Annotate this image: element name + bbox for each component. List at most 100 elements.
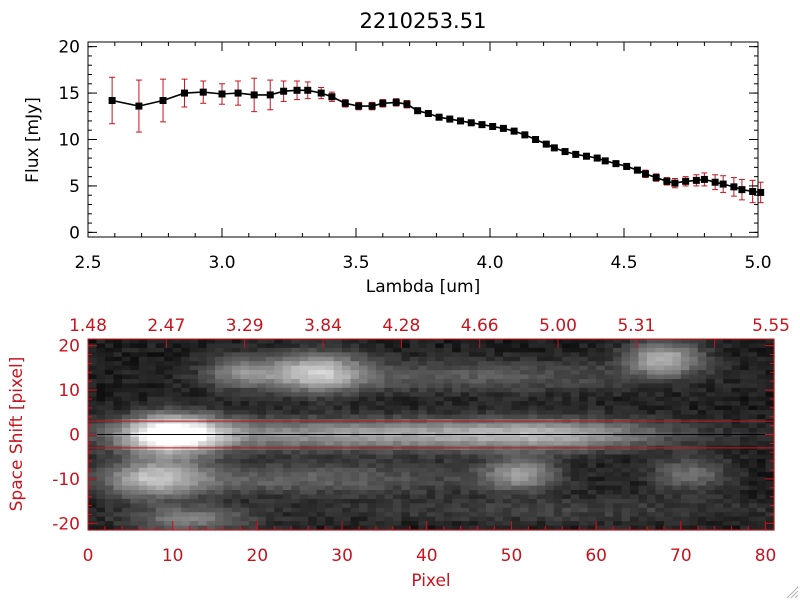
heatmap-cell (206, 463, 216, 469)
heatmap-cell (689, 427, 699, 433)
heatmap-cell (604, 490, 614, 496)
heatmap-cell (384, 405, 394, 411)
heatmap-cell (519, 396, 529, 402)
heatmap-cell (308, 396, 318, 402)
heatmap-cell (181, 410, 191, 416)
heatmap-cell (409, 525, 419, 531)
heatmap-cell (274, 476, 284, 482)
heatmap-cell (646, 472, 657, 478)
heatmap-cell (333, 347, 343, 353)
heatmap-cell (418, 525, 428, 531)
heatmap-cell (121, 476, 131, 482)
heatmap-cell (96, 383, 106, 389)
heatmap-cell (587, 410, 597, 416)
heatmap-cell (528, 405, 538, 411)
heatmap-cell (452, 467, 462, 473)
heatmap-cell (198, 476, 208, 482)
heatmap-cell (502, 423, 513, 429)
heatmap-cell (265, 441, 275, 447)
heatmap-cell (88, 423, 98, 429)
heatmap-cell (401, 516, 411, 522)
heatmap-cell (299, 427, 309, 433)
heatmap-cell (342, 507, 352, 513)
heatmap-cell (502, 396, 513, 402)
heatmap-cell (435, 356, 445, 362)
heatmap-cell (189, 463, 199, 469)
heatmap-cell (502, 410, 513, 416)
heatmap-cell (579, 503, 589, 509)
heatmap-cell (740, 365, 750, 371)
heatmap-cell (748, 405, 758, 411)
heatmap-cell (748, 378, 758, 385)
heatmap-cell (494, 387, 504, 393)
heatmap-cell (443, 392, 453, 398)
heatmap-cell (181, 361, 191, 367)
heatmap-cell (587, 414, 597, 420)
heatmap-cell (215, 374, 225, 380)
heatmap-cell (460, 463, 470, 469)
heatmap-cell (630, 374, 640, 380)
heatmap-cell (621, 343, 631, 349)
heatmap-cell (689, 503, 699, 509)
heatmap-cell (155, 476, 165, 482)
heatmap-cell (494, 343, 504, 349)
data-point (435, 113, 443, 121)
heatmap-cell (257, 356, 267, 362)
heatmap-cell (757, 405, 767, 411)
heatmap-cell (460, 343, 470, 349)
heatmap-cell (697, 339, 707, 345)
heatmap-cell (155, 347, 165, 353)
heatmap-cell (689, 414, 699, 420)
heatmap-cell (206, 472, 216, 478)
heatmap-cell (536, 392, 546, 398)
heatmap-cell (613, 512, 623, 518)
heatmap-cell (172, 436, 182, 442)
heatmap-cell (680, 494, 690, 500)
heatmap-cell (502, 472, 513, 478)
heatmap-cell (342, 347, 352, 353)
heatmap-cell (460, 485, 470, 491)
heatmap-cell (689, 450, 699, 456)
resize-grip[interactable] (786, 586, 799, 599)
heatmap-cell (164, 521, 174, 527)
heatmap-cell (181, 347, 191, 353)
heatmap-cell (765, 454, 775, 460)
heatmap-cell (231, 343, 242, 349)
heatmap-cell (570, 436, 580, 442)
heatmap-cell (282, 441, 292, 447)
heatmap-cell (646, 347, 657, 353)
heatmap-cell (384, 374, 394, 380)
heatmap-cell (257, 392, 267, 398)
heatmap-cell (299, 463, 309, 469)
heatmap-cell (215, 356, 225, 362)
heatmap-cell (477, 392, 487, 398)
heatmap-cell (714, 512, 724, 518)
heatmap-cell (155, 494, 165, 500)
heatmap-cell (96, 361, 106, 367)
heatmap-cell (553, 441, 563, 447)
heatmap-cell (740, 374, 750, 380)
heatmap-cell (757, 410, 767, 416)
heatmap-cell (646, 374, 657, 380)
heatmap-cell (409, 365, 419, 371)
heatmap-cell (138, 405, 148, 411)
heatmap-cell (630, 352, 640, 358)
heatmap-cell (646, 383, 657, 389)
heatmap-cell (418, 352, 428, 358)
heatmap-cell (198, 378, 208, 385)
heatmap-cell (519, 347, 529, 353)
heatmap-cell (138, 503, 148, 509)
heatmap-cell (731, 356, 741, 362)
heatmap-cell (325, 512, 335, 518)
heatmap-cell (528, 498, 538, 504)
heatmap-cell (418, 427, 428, 433)
heatmap-cell (570, 427, 580, 433)
heatmap-cell (325, 485, 335, 491)
heatmap-cell (96, 356, 106, 362)
heatmap-cell (96, 365, 106, 371)
heatmap-cell (443, 361, 453, 367)
heatmap-cell (452, 507, 462, 513)
heatmap-cell (706, 507, 716, 513)
heatmap-cell (130, 481, 140, 487)
heatmap-cell (248, 383, 258, 389)
